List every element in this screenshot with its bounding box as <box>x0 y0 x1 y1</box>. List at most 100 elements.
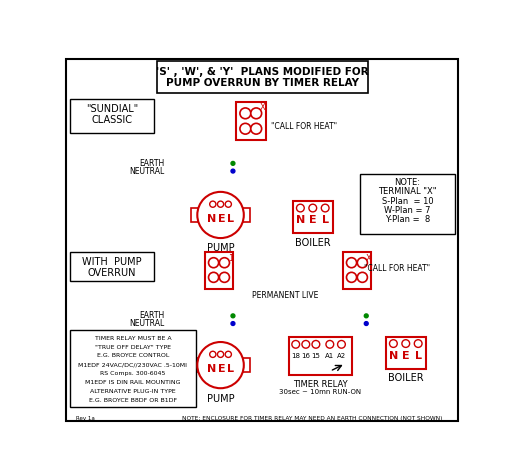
Text: L: L <box>227 214 234 224</box>
Text: X: X <box>366 254 371 263</box>
Circle shape <box>322 204 329 212</box>
Circle shape <box>414 340 422 347</box>
Text: NEUTRAL: NEUTRAL <box>130 319 165 328</box>
Circle shape <box>251 123 262 134</box>
Text: L: L <box>415 351 422 361</box>
Circle shape <box>231 161 235 165</box>
Text: TIMER RELAY MUST BE A: TIMER RELAY MUST BE A <box>95 336 172 341</box>
Circle shape <box>337 340 345 348</box>
Text: 'S' , 'W', & 'Y'  PLANS MODIFIED FOR: 'S' , 'W', & 'Y' PLANS MODIFIED FOR <box>156 67 369 77</box>
Text: E: E <box>218 214 225 224</box>
Circle shape <box>240 123 251 134</box>
Text: A1: A1 <box>325 353 334 359</box>
Bar <box>243 358 250 372</box>
Text: CLASSIC: CLASSIC <box>92 115 133 125</box>
Text: L: L <box>227 364 234 374</box>
Text: BOILER: BOILER <box>388 373 423 383</box>
Text: 1: 1 <box>228 254 233 263</box>
Circle shape <box>357 258 368 268</box>
Text: RS Comps. 300-6045: RS Comps. 300-6045 <box>100 371 166 376</box>
Text: PUMP OVERRUN BY TIMER RELAY: PUMP OVERRUN BY TIMER RELAY <box>166 78 359 89</box>
Text: Rev 1a: Rev 1a <box>76 416 95 421</box>
Text: NEUTRAL: NEUTRAL <box>130 167 165 176</box>
Circle shape <box>365 314 368 318</box>
Bar <box>343 252 371 289</box>
Bar <box>70 330 196 407</box>
Circle shape <box>208 258 219 268</box>
Bar <box>386 337 426 369</box>
Circle shape <box>225 351 231 357</box>
Circle shape <box>296 204 304 212</box>
Bar <box>289 337 352 375</box>
Circle shape <box>210 351 216 357</box>
Text: X: X <box>260 103 265 112</box>
Text: "CALL FOR HEAT": "CALL FOR HEAT" <box>364 264 430 273</box>
Text: PERMANENT LIVE: PERMANENT LIVE <box>252 290 318 299</box>
Bar <box>191 208 198 222</box>
Circle shape <box>365 322 368 326</box>
Text: OVERRUN: OVERRUN <box>88 268 136 278</box>
Text: BOILER: BOILER <box>295 238 331 248</box>
Text: 16: 16 <box>301 353 310 359</box>
Text: PUMP: PUMP <box>207 394 234 404</box>
Text: 18: 18 <box>291 353 300 359</box>
Text: M1EDF 24VAC/DC//230VAC .5-10MI: M1EDF 24VAC/DC//230VAC .5-10MI <box>78 362 187 367</box>
Circle shape <box>219 258 229 268</box>
Circle shape <box>240 108 251 119</box>
Text: 15: 15 <box>311 353 321 359</box>
Circle shape <box>231 322 235 326</box>
Circle shape <box>210 201 216 207</box>
Bar <box>70 99 154 133</box>
Text: TERMINAL "X": TERMINAL "X" <box>378 188 437 197</box>
Circle shape <box>312 340 320 348</box>
Bar <box>70 252 154 281</box>
Text: WITH  PUMP: WITH PUMP <box>82 257 142 267</box>
Text: E: E <box>402 351 410 361</box>
Circle shape <box>218 201 224 207</box>
Text: N: N <box>389 351 398 361</box>
Text: "SUNDIAL": "SUNDIAL" <box>86 104 138 115</box>
Circle shape <box>302 340 310 348</box>
Circle shape <box>231 169 235 173</box>
Text: A2: A2 <box>337 353 346 359</box>
Circle shape <box>357 272 368 282</box>
Text: EARTH: EARTH <box>139 159 165 168</box>
Bar <box>157 61 368 93</box>
Circle shape <box>225 201 231 207</box>
Circle shape <box>219 272 229 282</box>
Text: "CALL FOR HEAT": "CALL FOR HEAT" <box>271 122 337 131</box>
Circle shape <box>326 340 334 348</box>
Circle shape <box>292 340 300 348</box>
Text: E.G. BROYCE CONTROL: E.G. BROYCE CONTROL <box>97 353 169 358</box>
Circle shape <box>208 272 219 282</box>
Text: S-Plan  = 10: S-Plan = 10 <box>381 197 433 206</box>
Circle shape <box>347 272 356 282</box>
Text: EARTH: EARTH <box>139 311 165 320</box>
Text: M1EDF IS DIN RAIL MOUNTING: M1EDF IS DIN RAIL MOUNTING <box>85 380 181 385</box>
Text: ALTERNATIVE PLUG-IN TYPE: ALTERNATIVE PLUG-IN TYPE <box>90 389 176 394</box>
Text: E.G. BROYCE B8DF OR B1DF: E.G. BROYCE B8DF OR B1DF <box>89 397 177 403</box>
Text: NOTE:: NOTE: <box>394 178 420 187</box>
Bar <box>243 208 250 222</box>
Bar <box>293 201 333 233</box>
Text: N: N <box>207 214 217 224</box>
Text: E: E <box>218 364 225 374</box>
Circle shape <box>347 258 356 268</box>
Circle shape <box>309 204 316 212</box>
Text: L: L <box>322 215 329 225</box>
Bar <box>360 174 455 234</box>
Circle shape <box>231 314 235 318</box>
Circle shape <box>197 342 244 388</box>
Text: E: E <box>309 215 316 225</box>
Circle shape <box>218 351 224 357</box>
Text: 30sec ~ 10mn RUN-ON: 30sec ~ 10mn RUN-ON <box>280 389 361 395</box>
Bar <box>236 102 266 140</box>
Text: "TRUE OFF DELAY" TYPE: "TRUE OFF DELAY" TYPE <box>95 345 171 349</box>
Circle shape <box>197 192 244 238</box>
Text: N: N <box>207 364 217 374</box>
Circle shape <box>251 108 262 119</box>
Text: TIMER RELAY: TIMER RELAY <box>293 380 348 389</box>
Circle shape <box>390 340 397 347</box>
Text: W-Plan = 7: W-Plan = 7 <box>384 206 431 215</box>
Text: N: N <box>296 215 305 225</box>
